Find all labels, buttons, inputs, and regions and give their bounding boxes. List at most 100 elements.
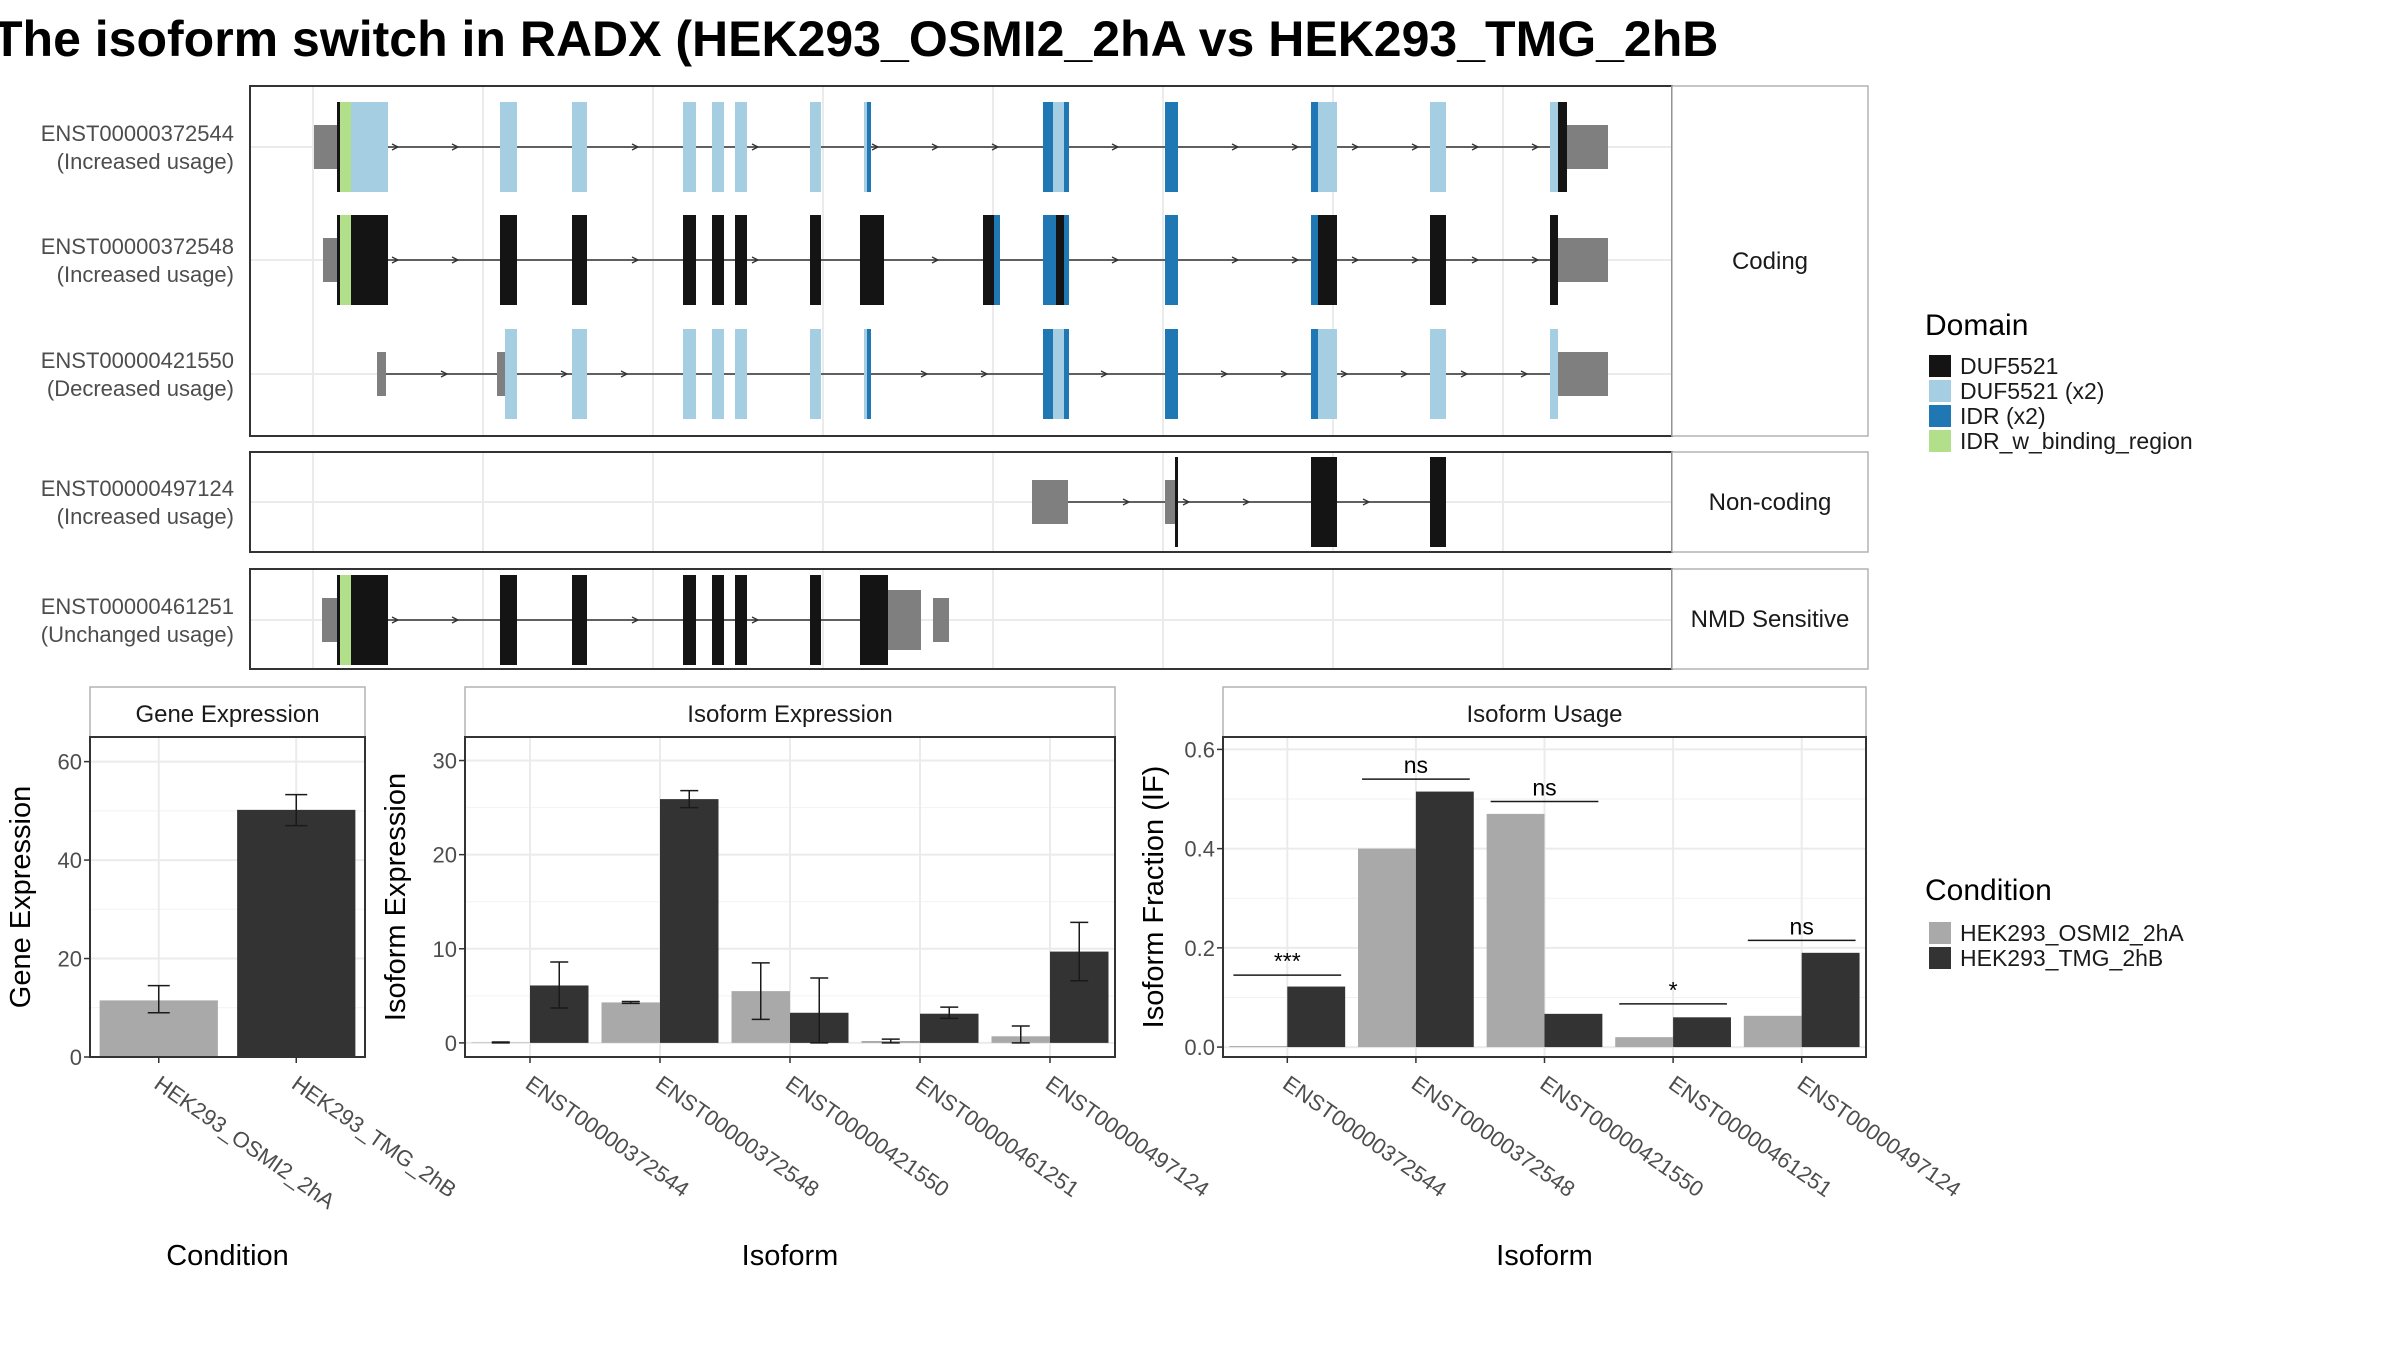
utr-block [1165,480,1175,524]
strand-arrow [751,256,760,264]
bar [1743,1015,1802,1048]
y-tick-label: 40 [58,848,82,873]
domain-block [994,215,1000,305]
domain-block [735,575,747,665]
domain-block [505,329,517,419]
y-tick-label: 10 [433,937,457,962]
isoform-label: ENST00000372548 [41,234,234,259]
facet-label: Coding [1732,248,1808,275]
strand-arrow [1411,256,1420,264]
strand-arrow [391,143,400,151]
domain-block [340,102,351,192]
bar [1358,848,1416,1048]
y-tick-label: 0 [70,1045,82,1070]
domain-block [810,329,821,419]
bar [1415,791,1474,1048]
domain-block [351,575,388,665]
strand-arrow [631,256,640,264]
strand-arrow [1111,143,1120,151]
domain-block [1430,102,1446,192]
strand-arrow [1122,498,1131,506]
domain-block [683,329,696,419]
bar-charts: Gene Expression0204060HEK293_OSMI2_2hAHE… [5,686,1965,1272]
facet-label: NMD Sensitive [1691,606,1850,633]
strand-arrow [1111,256,1120,264]
facet-strip [1671,451,1869,553]
significance-label: ns [1532,774,1556,800]
strand-arrow [631,143,640,151]
isoform-label: ENST00000421550 [41,348,234,373]
bar [1287,986,1346,1048]
domain-block [337,215,340,305]
strand-arrow [1411,143,1420,151]
domain-block [735,102,747,192]
domain-block [500,575,517,665]
domain-block [712,102,724,192]
legend-key-idr-x2 [1929,405,1951,427]
domain-block [1053,102,1064,192]
legend-key-duf5521-x2 [1929,380,1951,402]
domain-block [810,575,821,665]
strand-arrow [871,143,880,151]
domain-block [351,215,388,305]
domain-block [864,102,867,192]
transcript-structure-panel: ENST00000372544 (Increased usage) ENST0000… [41,85,1869,670]
strand-arrow [391,256,400,264]
panel-border [89,736,366,1058]
strand-arrow [451,616,460,624]
strand-arrow [1362,498,1371,506]
domain-block [337,102,340,192]
domain-block [1165,329,1178,419]
domain-block [1558,102,1567,192]
strand-arrow [1291,143,1300,151]
bar [1544,1013,1603,1048]
utr-block [888,590,921,650]
strand-arrow [1531,143,1540,151]
condition-legend: Condition HEK293_OSMI2_2hA HEK293_TMG_2h… [1925,874,2184,971]
domain-block [683,575,696,665]
domain-block [1311,329,1318,419]
domain-block [867,102,871,192]
strand-arrow [1231,143,1240,151]
domain-block [572,329,587,419]
significance-label: * [1669,977,1678,1003]
domain-block [683,215,696,305]
domain-block [1318,102,1337,192]
figure-title: The isoform switch in RADX (HEK293_OSMI2… [0,11,1718,67]
strand-arrow [751,616,760,624]
domain-block [1165,215,1178,305]
domain-block [735,215,747,305]
isoform-label: ENST00000497124 [41,476,234,501]
domain-block [712,575,724,665]
strand-arrow [920,370,929,378]
strand-arrow [1351,143,1360,151]
strand-arrow [631,616,640,624]
isoform-usage-label: (Increased usage) [57,262,234,287]
strand-arrow [1231,256,1240,264]
strand-arrow [751,143,760,151]
chart-title-strip [1222,686,1867,738]
domain-block [572,102,587,192]
domain-block [735,329,747,419]
domain-block [1175,457,1178,547]
significance-label: ns [1404,752,1428,778]
utr-block [1558,238,1608,282]
strand-arrow [1520,370,1529,378]
bar [1673,1017,1731,1048]
domain-block [1550,215,1558,305]
legend-label-condition-b: HEK293_TMG_2hB [1960,945,2163,971]
y-axis-title: Isoform Expression [380,773,412,1021]
bar [601,1002,660,1043]
strand-arrow [391,616,400,624]
bar [1801,952,1860,1048]
y-tick-label: 20 [58,947,82,972]
domain-block [712,215,724,305]
legend-label-idr-binding: IDR_w_binding_region [1960,428,2193,454]
utr-block [323,238,337,282]
utr-block [377,352,386,396]
domain-block [340,575,351,665]
domain-block [500,215,517,305]
domain-block [860,215,884,305]
x-axis-title: Isoform [1496,1240,1593,1272]
